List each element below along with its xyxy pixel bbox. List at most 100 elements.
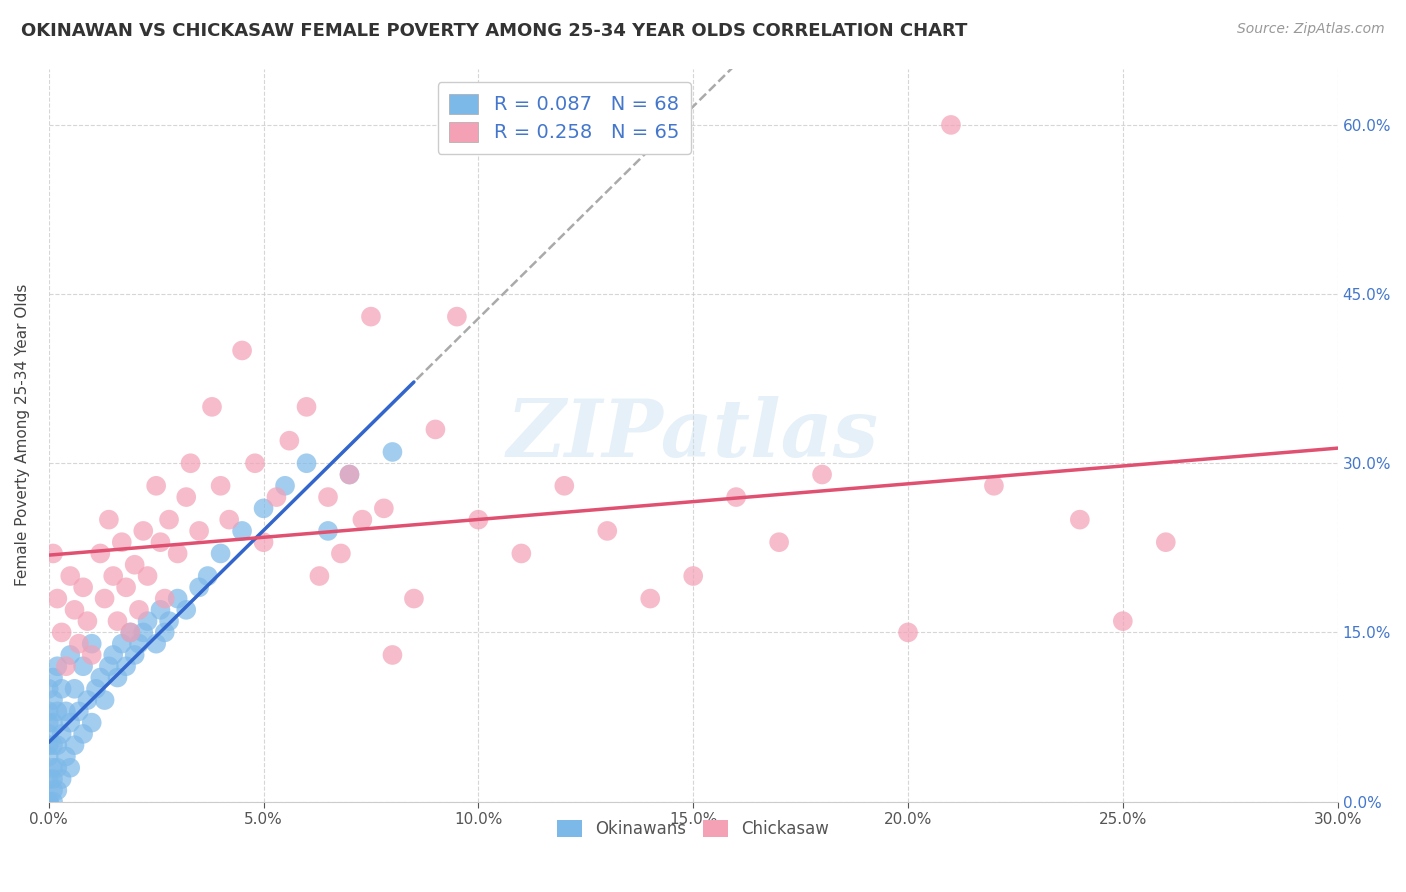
- Point: [115, 580, 138, 594]
- Point: [124, 558, 146, 572]
- Point: [38, 795, 60, 809]
- Point: [38, 749, 60, 764]
- Point: [38, 727, 60, 741]
- Point: [316, 524, 339, 538]
- Point: [157, 513, 180, 527]
- Point: [339, 467, 361, 482]
- Point: [103, 648, 125, 662]
- Text: ZIPatlas: ZIPatlas: [508, 396, 879, 474]
- Point: [55, 749, 77, 764]
- Point: [1069, 513, 1091, 527]
- Point: [768, 535, 790, 549]
- Point: [107, 671, 129, 685]
- Text: OKINAWAN VS CHICKASAW FEMALE POVERTY AMONG 25-34 YEAR OLDS CORRELATION CHART: OKINAWAN VS CHICKASAW FEMALE POVERTY AMO…: [21, 22, 967, 40]
- Point: [231, 343, 253, 358]
- Point: [682, 569, 704, 583]
- Point: [51, 625, 73, 640]
- Point: [51, 772, 73, 786]
- Point: [38, 704, 60, 718]
- Point: [38, 772, 60, 786]
- Point: [42, 546, 65, 560]
- Point: [174, 490, 197, 504]
- Point: [76, 614, 98, 628]
- Point: [725, 490, 748, 504]
- Point: [136, 569, 159, 583]
- Point: [209, 479, 232, 493]
- Point: [111, 637, 134, 651]
- Point: [89, 546, 111, 560]
- Point: [1112, 614, 1135, 628]
- Point: [89, 671, 111, 685]
- Point: [252, 535, 274, 549]
- Point: [72, 659, 94, 673]
- Point: [107, 614, 129, 628]
- Point: [811, 467, 834, 482]
- Point: [145, 637, 167, 651]
- Point: [38, 715, 60, 730]
- Point: [278, 434, 301, 448]
- Point: [111, 535, 134, 549]
- Point: [638, 591, 661, 606]
- Point: [84, 681, 107, 696]
- Point: [939, 118, 962, 132]
- Point: [897, 625, 920, 640]
- Point: [93, 693, 115, 707]
- Point: [42, 738, 65, 752]
- Point: [373, 501, 395, 516]
- Point: [295, 456, 318, 470]
- Point: [352, 513, 374, 527]
- Point: [67, 704, 90, 718]
- Point: [72, 580, 94, 594]
- Point: [153, 625, 176, 640]
- Point: [329, 546, 352, 560]
- Point: [59, 761, 82, 775]
- Point: [180, 456, 202, 470]
- Point: [132, 625, 155, 640]
- Point: [149, 603, 172, 617]
- Point: [983, 479, 1005, 493]
- Point: [42, 715, 65, 730]
- Point: [308, 569, 330, 583]
- Point: [42, 671, 65, 685]
- Point: [38, 681, 60, 696]
- Point: [252, 501, 274, 516]
- Point: [42, 795, 65, 809]
- Point: [174, 603, 197, 617]
- Legend: Okinawans, Chickasaw: Okinawans, Chickasaw: [550, 813, 837, 845]
- Point: [67, 637, 90, 651]
- Point: [51, 681, 73, 696]
- Point: [46, 738, 69, 752]
- Point: [38, 795, 60, 809]
- Point: [510, 546, 533, 560]
- Point: [76, 693, 98, 707]
- Point: [63, 681, 86, 696]
- Point: [38, 738, 60, 752]
- Point: [42, 772, 65, 786]
- Point: [42, 693, 65, 707]
- Point: [136, 614, 159, 628]
- Text: Source: ZipAtlas.com: Source: ZipAtlas.com: [1237, 22, 1385, 37]
- Point: [80, 648, 103, 662]
- Y-axis label: Female Poverty Among 25-34 Year Olds: Female Poverty Among 25-34 Year Olds: [15, 284, 30, 586]
- Point: [166, 546, 188, 560]
- Point: [209, 546, 232, 560]
- Point: [93, 591, 115, 606]
- Point: [42, 783, 65, 797]
- Point: [72, 727, 94, 741]
- Point: [51, 727, 73, 741]
- Point: [103, 569, 125, 583]
- Point: [42, 761, 65, 775]
- Point: [59, 715, 82, 730]
- Point: [46, 591, 69, 606]
- Point: [201, 400, 224, 414]
- Point: [316, 490, 339, 504]
- Point: [381, 445, 404, 459]
- Point: [128, 637, 150, 651]
- Point: [38, 795, 60, 809]
- Point: [266, 490, 288, 504]
- Point: [46, 761, 69, 775]
- Point: [80, 637, 103, 651]
- Point: [59, 648, 82, 662]
- Point: [425, 422, 447, 436]
- Point: [596, 524, 619, 538]
